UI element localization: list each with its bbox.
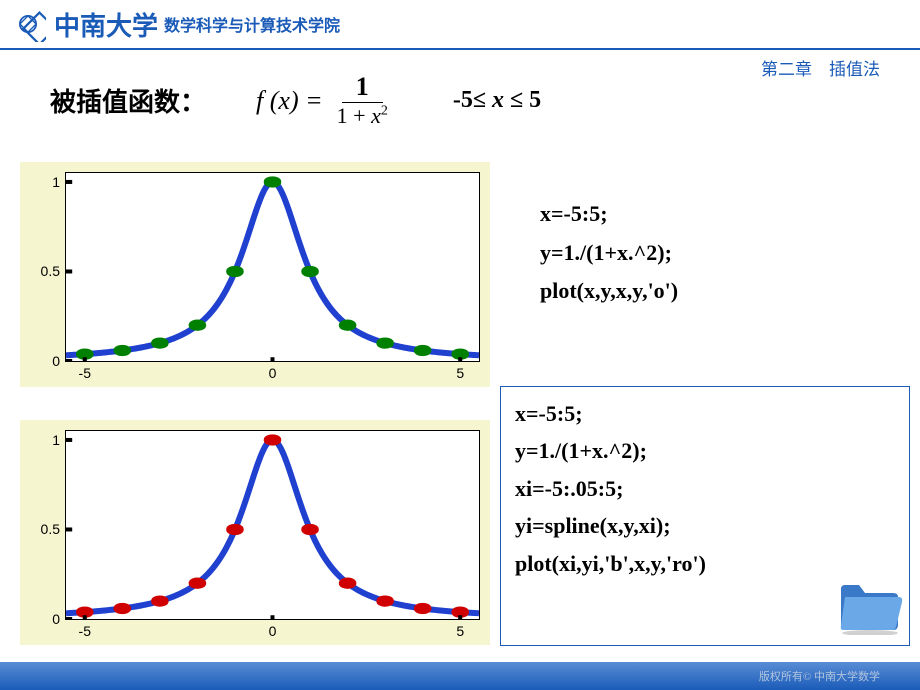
code-line: x=-5:5; bbox=[515, 395, 895, 432]
department-name: 数学科学与计算技术学院 bbox=[164, 12, 340, 36]
chart-2-svg bbox=[66, 431, 479, 619]
formula-lhs: f (x) = bbox=[256, 86, 323, 116]
chart-2: 00.51-505 bbox=[20, 420, 490, 645]
domain-label: -5≤ x ≤ 5 bbox=[453, 87, 541, 114]
code-block-2: x=-5:5; y=1./(1+x.^2); xi=-5:.05:5; yi=s… bbox=[515, 395, 895, 582]
code-line: plot(x,y,x,y,'o') bbox=[540, 272, 678, 311]
university-name: 中南大学 bbox=[54, 6, 158, 43]
code-line: yi=spline(x,y,xi); bbox=[515, 507, 895, 544]
chart-2-plot: 00.51-505 bbox=[65, 430, 480, 620]
code-line: y=1./(1+x.^2); bbox=[540, 234, 678, 273]
denominator: 1 + x2 bbox=[331, 103, 394, 129]
folder-icon bbox=[835, 575, 905, 635]
formula: f (x) = 1 1 + x2 bbox=[256, 72, 398, 129]
chart-1-svg bbox=[66, 173, 479, 361]
chart-1: 00.51-505 bbox=[20, 162, 490, 387]
numerator: 1 bbox=[342, 72, 383, 103]
university-logo-icon bbox=[10, 6, 46, 42]
code-line: y=1./(1+x.^2); bbox=[515, 432, 895, 469]
chapter-label: 第二章 插值法 bbox=[761, 55, 880, 80]
code-block-1: x=-5:5; y=1./(1+x.^2); plot(x,y,x,y,'o') bbox=[540, 195, 678, 311]
title-label: 被插值函数： bbox=[50, 82, 206, 119]
fraction: 1 1 + x2 bbox=[331, 72, 394, 129]
copyright: 版权所有© 中南大学数学 bbox=[759, 668, 880, 684]
title-row: 被插值函数： f (x) = 1 1 + x2 -5≤ x ≤ 5 bbox=[50, 72, 541, 129]
code-line: xi=-5:.05:5; bbox=[515, 470, 895, 507]
chart-1-plot: 00.51-505 bbox=[65, 172, 480, 362]
code-line: x=-5:5; bbox=[540, 195, 678, 234]
header: 中南大学 数学科学与计算技术学院 bbox=[0, 0, 920, 50]
